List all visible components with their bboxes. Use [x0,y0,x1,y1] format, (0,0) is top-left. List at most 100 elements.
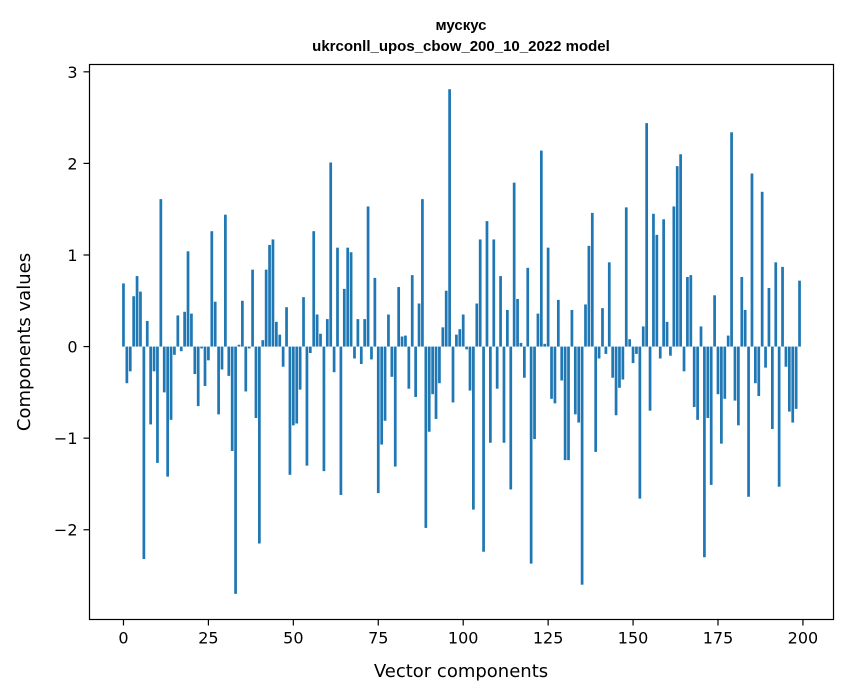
bar [587,245,591,347]
bar [169,346,173,420]
bar [342,288,346,347]
chart-title-line2: ukrconll_upos_cbow_200_10_2022 model [312,38,610,55]
bar [536,313,540,347]
bar [444,290,448,347]
bar [142,346,146,560]
bar [421,199,424,347]
plot-frame [88,63,835,621]
bar [495,346,499,389]
y-tick-label: −1 [54,429,78,448]
bar [376,346,380,494]
bar [475,303,479,347]
bar [529,346,533,564]
bar [638,346,642,499]
bar [288,346,292,475]
bar [258,346,261,544]
bar [183,311,186,347]
bar [200,346,203,349]
bar [268,244,271,347]
bar [472,346,475,510]
bar [522,346,526,378]
bar [254,346,258,419]
bar [393,346,397,467]
bar [570,309,574,347]
bar [754,346,757,384]
bar [149,346,153,425]
bar [247,346,251,349]
bar [794,346,798,409]
bar [563,346,567,461]
bar [179,346,183,352]
bar [359,346,363,364]
bar [400,336,404,347]
bar [353,346,356,359]
bar [658,346,662,359]
bar [648,346,652,411]
bar [686,276,689,347]
bar [703,346,706,558]
bar [611,346,615,378]
bar [322,346,326,472]
y-axis-label: Components values [14,253,35,431]
bar [210,231,214,347]
bar [162,346,166,393]
bar [499,276,502,347]
bar [730,132,733,347]
bar [159,199,163,347]
bar [213,301,217,347]
bar [764,346,767,368]
bar [723,346,727,399]
bar [618,346,621,388]
bar [798,280,801,347]
bar [234,346,237,594]
bar [448,89,451,347]
bar [271,239,275,347]
bar [533,346,536,440]
bar [743,309,747,347]
bar [122,283,125,347]
bar [492,239,496,347]
bar [424,346,428,528]
bar [689,275,693,347]
bar [760,191,764,347]
bar [682,346,686,372]
bar [604,346,608,354]
x-tick-label: 150 [618,629,649,648]
bar [410,275,414,347]
x-axis: 0 25 50 75 100 125 150 175 200 [118,619,818,648]
bar [312,231,316,347]
bar [506,309,509,347]
y-tick-label: 1 [67,246,77,265]
bar [543,343,547,347]
bar [251,269,254,347]
bar [139,291,142,347]
bar [767,287,771,347]
bar [641,326,645,347]
chart-title-line1: мускус [435,17,486,34]
bar [166,346,169,477]
bar [706,346,710,419]
bar [461,314,465,347]
bar [556,299,560,347]
bar [363,319,367,347]
bar [675,166,679,347]
bar [621,346,625,380]
bar [373,277,377,347]
bar [295,346,299,424]
y-tick-label: 0 [67,338,77,357]
x-tick-label: 100 [448,629,479,648]
y-tick-label: 2 [67,154,77,173]
bar [597,346,601,359]
bar [336,247,339,347]
bar [580,346,584,585]
bar [770,346,774,430]
bar [431,346,434,395]
bar [261,340,265,347]
bar [145,320,149,347]
bar [434,346,438,419]
bar [567,346,570,461]
bar [455,334,458,347]
bar [387,314,390,347]
